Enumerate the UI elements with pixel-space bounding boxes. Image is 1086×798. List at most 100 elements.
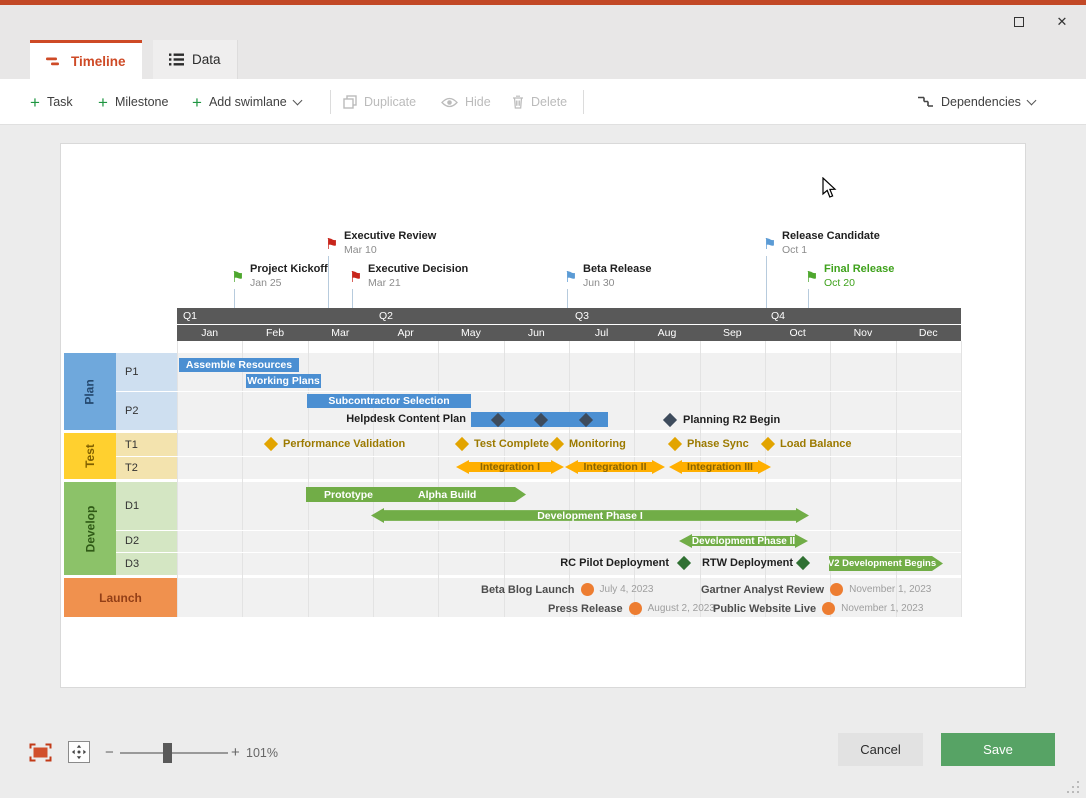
task-bar-assemble-resources[interactable]: Assemble Resources (179, 358, 299, 372)
sublane-d1[interactable]: D1 (116, 482, 177, 530)
pan-button[interactable] (68, 741, 90, 763)
month-gridline (242, 341, 244, 617)
plus-icon: + (192, 92, 202, 112)
launch-dot-icon (628, 602, 642, 615)
mouse-cursor (822, 177, 837, 198)
eye-icon (441, 97, 458, 107)
quarter-cell: Q1 (183, 310, 198, 322)
task-bar-integration-2[interactable]: Integration II (565, 460, 665, 474)
duplicate-icon (343, 95, 357, 109)
task-bar-integration-3[interactable]: Integration III (669, 460, 771, 474)
add-swimlane-button[interactable]: + Add swimlane (192, 79, 303, 125)
sublane-label-text: P2 (125, 404, 139, 417)
launch-item-press-release[interactable]: Press Release August 2, 2023 (548, 602, 715, 615)
task-bar-development-phase-1[interactable]: Development Phase I (371, 508, 809, 523)
month-gridline (895, 341, 897, 617)
toolbar-separator (583, 90, 584, 114)
launch-item-name: Gartner Analyst Review (701, 583, 825, 596)
timeline-canvas[interactable]: ⚑ Project Kickoff Jan 25 ⚑ Executive Rev… (60, 143, 1026, 688)
close-icon: ✕ (1056, 14, 1068, 29)
milestone-diamond-icon (533, 412, 549, 427)
add-task-label: Task (46, 95, 73, 109)
close-button[interactable]: ✕ (1053, 13, 1071, 31)
task-bar-label: Assemble Resources (185, 359, 293, 371)
cancel-button[interactable]: Cancel (838, 733, 923, 766)
month-gridline (830, 341, 832, 617)
data-tab-icon (169, 53, 184, 66)
plus-icon: + (98, 92, 108, 112)
launch-dot-icon (830, 583, 844, 596)
sublane-p2[interactable]: P2 (116, 391, 177, 430)
window-accent-bar (0, 0, 1086, 5)
sublane-d2[interactable]: D2 (116, 530, 177, 552)
task-bar-integration-1[interactable]: Integration I (456, 460, 564, 474)
task-bar-prototype-alpha-build[interactable]: Prototype Alpha Build (306, 487, 526, 502)
month-band[interactable]: Jan Feb Mar Apr May Jun Jul Aug Sep Oct … (177, 325, 961, 341)
sublane-label-text: D1 (125, 500, 140, 512)
month-cell: Jan (201, 327, 219, 339)
month-cell: Oct (789, 327, 806, 339)
swimlane-label-text: Launch (99, 590, 142, 605)
launch-dot-icon (580, 583, 594, 596)
tab-timeline[interactable]: Timeline (30, 40, 142, 79)
launch-dot-icon (822, 602, 836, 615)
sublane-p1[interactable]: P1 (116, 353, 177, 391)
launch-item-gartner-analyst-review[interactable]: Gartner Analyst Review November 1, 2023 (701, 583, 931, 596)
month-cell: Jul (594, 327, 609, 339)
zoom-in-button[interactable]: + (231, 744, 240, 761)
save-button[interactable]: Save (941, 733, 1055, 766)
milestone-connector-line (234, 289, 235, 308)
maximize-button[interactable] (1010, 13, 1028, 31)
milestone-connector-line (352, 289, 353, 308)
zoom-slider-track[interactable] (120, 752, 228, 754)
quarter-band[interactable]: Q1 Q2 Q3 Q4 (177, 308, 961, 324)
sublane-d3[interactable]: D3 (116, 552, 177, 575)
add-task-button[interactable]: + Task (30, 79, 73, 125)
swimlane-label-develop[interactable]: Develop (64, 482, 116, 575)
move-icon (71, 744, 87, 760)
delete-button[interactable]: Delete (512, 79, 567, 125)
milestone-name: Executive Decision (368, 263, 469, 275)
add-milestone-button[interactable]: + Milestone (98, 79, 168, 125)
milestone-label-phase-sync: Phase Sync (687, 438, 749, 450)
task-bar-development-phase-2[interactable]: Development Phase II (679, 534, 808, 548)
tab-data[interactable]: Data (153, 40, 238, 79)
task-bar-subcontractor-selection[interactable]: Subcontractor Selection (307, 394, 471, 408)
tab-data-label: Data (192, 52, 221, 67)
month-gridline (373, 341, 374, 617)
add-milestone-label: Milestone (114, 95, 169, 109)
sublane-label-text: T2 (125, 461, 138, 474)
duplicate-button[interactable]: Duplicate (343, 79, 416, 125)
hide-button[interactable]: Hide (441, 79, 491, 125)
launch-item-beta-blog-launch[interactable]: Beta Blog Launch July 4, 2023 (481, 583, 653, 596)
flag-icon: ⚑ (763, 236, 777, 253)
zoom-out-button[interactable]: − (105, 744, 114, 761)
launch-item-name: Beta Blog Launch (481, 583, 575, 596)
month-cell: Sep (722, 327, 742, 339)
task-bar-helpdesk-content-plan[interactable] (471, 412, 608, 427)
task-bar-working-plans[interactable]: Working Plans (246, 374, 321, 388)
sublane-t1[interactable]: T1 (116, 433, 177, 456)
delete-label: Delete (531, 95, 568, 109)
swimlane-label-launch[interactable]: Launch (64, 578, 177, 617)
fit-to-selection-icon[interactable] (29, 743, 52, 762)
zoom-slider-handle[interactable] (163, 743, 172, 763)
sublane-t2[interactable]: T2 (116, 456, 177, 479)
swimlane-label-test[interactable]: Test (64, 433, 116, 479)
dependencies-button[interactable]: Dependencies (916, 79, 1037, 125)
milestone-date: Jun 30 (583, 277, 615, 289)
save-button-label: Save (983, 742, 1013, 757)
task-bar-label: Integration II (583, 461, 647, 473)
zoom-level-value: 101% (246, 746, 278, 760)
task-bar-v2-development-begins[interactable]: V2 Development Begins (829, 556, 943, 571)
month-gridline (177, 341, 178, 617)
duplicate-label: Duplicate (364, 95, 417, 109)
dependencies-icon (918, 96, 933, 107)
milestone-diamond-icon (578, 412, 594, 427)
resize-grip[interactable] (1066, 780, 1080, 794)
swimlane-label-plan[interactable]: Plan (64, 353, 116, 430)
launch-item-public-website-live[interactable]: Public Website Live November 1, 2023 (713, 602, 923, 615)
quarter-cell: Q2 (379, 310, 394, 322)
timeline-tab-icon (46, 57, 59, 65)
chevron-down-icon (292, 95, 303, 105)
